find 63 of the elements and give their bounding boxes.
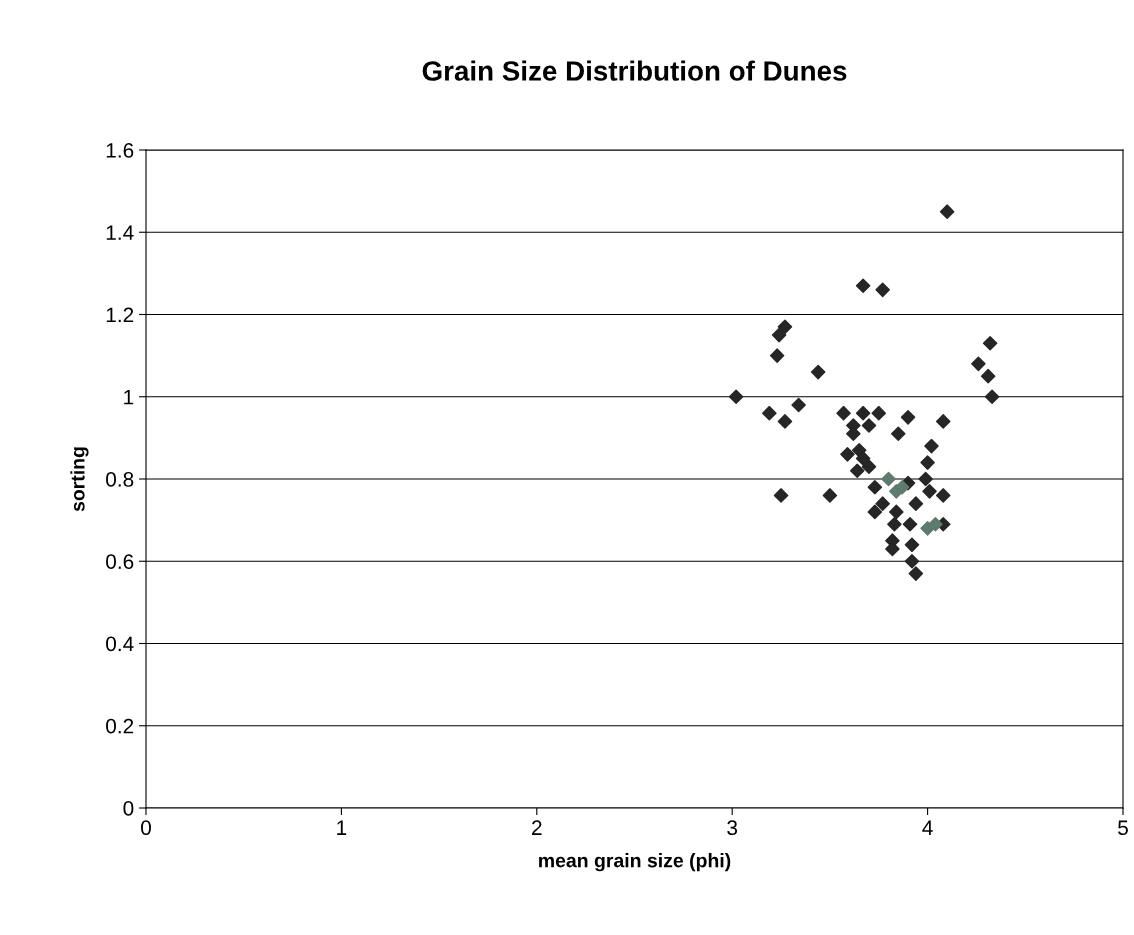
point	[855, 278, 871, 293]
point	[777, 414, 793, 429]
y-tick-label: 0.4	[106, 636, 134, 652]
x-tick-label: 1	[337, 820, 347, 835]
point	[810, 364, 826, 380]
point	[871, 405, 887, 421]
point	[889, 504, 904, 520]
point	[771, 327, 787, 343]
point	[935, 414, 951, 429]
y-tick-label: 0.6	[106, 554, 134, 569]
point	[840, 447, 855, 462]
point	[867, 479, 883, 495]
point	[980, 368, 996, 384]
point	[918, 471, 933, 487]
point	[971, 356, 986, 372]
point	[908, 566, 924, 581]
point	[855, 405, 871, 421]
point	[855, 451, 871, 466]
y-tick-label: 0.8	[106, 472, 134, 487]
point	[777, 319, 793, 335]
point	[822, 488, 838, 503]
y-tick-label: 0	[123, 801, 134, 816]
point	[891, 426, 906, 442]
point	[769, 348, 785, 363]
point	[924, 438, 939, 454]
point	[904, 537, 920, 553]
point	[900, 410, 916, 425]
point	[875, 282, 890, 298]
point	[849, 463, 865, 479]
y-tick-label: 1.4	[106, 225, 134, 240]
y-axis-title: sorting	[70, 447, 89, 512]
x-axis-title: mean grain size (phi)	[539, 853, 731, 872]
y-tick-label: 0.2	[106, 718, 134, 734]
point	[861, 459, 877, 474]
point	[920, 455, 935, 470]
point	[928, 516, 943, 532]
point	[904, 553, 920, 569]
point	[902, 516, 918, 532]
point	[908, 496, 924, 511]
point	[875, 496, 890, 511]
x-tick-label: 0	[141, 820, 151, 836]
chart-title: Grain Size Distribution of Dunes	[422, 60, 847, 81]
x-tick-label: 4	[922, 820, 933, 835]
point	[887, 516, 902, 532]
x-tick-label: 5	[1118, 820, 1128, 836]
point	[935, 488, 951, 503]
point	[861, 418, 877, 433]
point	[762, 405, 777, 421]
point	[728, 389, 744, 405]
point	[836, 405, 851, 421]
point	[773, 488, 789, 503]
point	[939, 204, 955, 219]
point	[867, 504, 883, 520]
point	[982, 336, 998, 351]
point	[984, 389, 1000, 405]
point	[881, 471, 896, 487]
x-tick-label: 2	[532, 820, 542, 835]
point	[791, 397, 806, 413]
y-tick-label: 1.6	[106, 143, 134, 158]
y-tick-label: 1	[124, 389, 134, 405]
point	[922, 484, 937, 499]
x-tick-label: 3	[727, 820, 738, 836]
y-tick-label: 1.2	[106, 307, 134, 323]
